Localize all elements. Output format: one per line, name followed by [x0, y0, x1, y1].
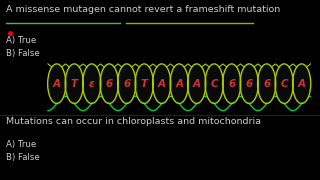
Ellipse shape — [293, 65, 311, 102]
Text: A) True: A) True — [6, 36, 37, 45]
Text: 6: 6 — [123, 79, 130, 89]
Ellipse shape — [118, 65, 136, 102]
Text: C: C — [280, 79, 288, 89]
Text: B) False: B) False — [6, 153, 40, 162]
Ellipse shape — [223, 65, 241, 102]
Text: A: A — [158, 79, 166, 89]
Text: A: A — [193, 79, 201, 89]
Ellipse shape — [258, 65, 276, 102]
Text: T: T — [141, 79, 148, 89]
Ellipse shape — [100, 65, 118, 102]
Ellipse shape — [48, 65, 66, 102]
Text: A: A — [298, 79, 306, 89]
Text: A: A — [53, 79, 61, 89]
Text: C: C — [210, 79, 218, 89]
Ellipse shape — [188, 65, 206, 102]
Text: B) False: B) False — [6, 49, 40, 58]
Ellipse shape — [170, 65, 188, 102]
Text: 6: 6 — [263, 79, 270, 89]
Text: 6: 6 — [106, 79, 113, 89]
Ellipse shape — [65, 65, 83, 102]
Ellipse shape — [83, 65, 101, 102]
Ellipse shape — [275, 65, 293, 102]
Text: Mutations can occur in chloroplasts and mitochondria: Mutations can occur in chloroplasts and … — [6, 117, 261, 126]
Ellipse shape — [205, 65, 223, 102]
Ellipse shape — [153, 65, 171, 102]
Text: 6: 6 — [228, 79, 235, 89]
Text: A) True: A) True — [6, 140, 37, 149]
Text: ε: ε — [89, 79, 95, 89]
Text: A missense mutagen cannot revert a frameshift mutation: A missense mutagen cannot revert a frame… — [6, 5, 281, 14]
Ellipse shape — [135, 65, 153, 102]
Ellipse shape — [240, 65, 258, 102]
Text: T: T — [71, 79, 78, 89]
Text: 6: 6 — [245, 79, 253, 89]
Text: A: A — [175, 79, 183, 89]
